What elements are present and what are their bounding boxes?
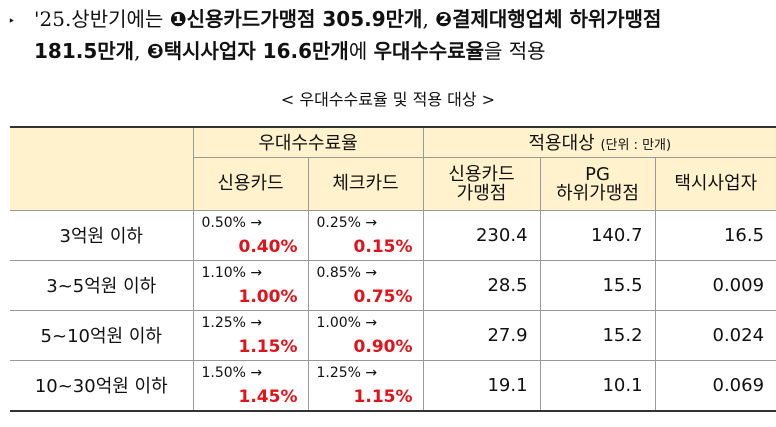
rate-box: 1.00% → 0.90% <box>309 311 423 360</box>
rate-cell: 1.50% → 1.45% <box>192 359 309 412</box>
count-cell: 16.5 <box>654 209 776 261</box>
text-segment: ❸택시사업자 16.6만개 <box>146 38 349 63</box>
rate-box: 1.25% → 1.15% <box>194 311 308 360</box>
row-label: 10~30억원 이하 <box>10 359 194 412</box>
count-cell: 0.024 <box>654 309 776 361</box>
column-header-line: 택시사업자 <box>674 173 758 194</box>
text-segment: , <box>422 7 436 31</box>
column-header: 택시사업자 <box>654 156 776 211</box>
row-label: 5~10억원 이하 <box>10 309 194 361</box>
paragraph-line: ‣ '25.상반기에는 ❶신용카드가맹점 305.9만개, ❷결제대행업체 하위가… <box>8 4 774 36</box>
rate-to: 1.00% <box>238 286 298 307</box>
rate-to: 0.15% <box>353 236 413 257</box>
text-segment: '25.상반기에는 <box>34 7 170 31</box>
text-segment: 에 <box>348 38 374 63</box>
rate-cell: 0.85% → 0.75% <box>307 259 424 311</box>
rate-to: 1.15% <box>353 386 413 407</box>
rate-box: 0.25% → 0.15% <box>309 211 423 260</box>
count-cell: 230.4 <box>422 209 541 261</box>
rate-to: 0.75% <box>353 286 413 307</box>
column-header: 신용카드 <box>193 156 309 211</box>
rate-from: 1.10% → <box>201 264 263 281</box>
table-row: 3억원 이하 0.50% → 0.40% 0.25% → 0.15% 230.4 140.7… <box>10 209 776 261</box>
count-cell: 0.069 <box>654 359 776 412</box>
count-cell: 27.9 <box>422 309 541 361</box>
rate-box: 1.50% → 1.45% <box>194 361 308 410</box>
rate-from: 0.25% → <box>316 214 378 231</box>
corner-cell <box>10 126 194 211</box>
column-header-line: 가맹점 <box>456 182 507 204</box>
text-segment: 우대수수료율 <box>373 38 484 63</box>
group-title: 적용대상 <box>528 133 595 155</box>
count-cell: 15.5 <box>539 259 656 311</box>
count-cell: 10.1 <box>539 359 656 412</box>
count-cell: 19.1 <box>422 359 541 412</box>
text-segment: ❷결제대행업체 하위가맹점 <box>435 7 662 31</box>
rate-from: 1.25% → <box>201 314 263 331</box>
table-row: 5~10억원 이하 1.25% → 1.15% 1.00% → 0.90% 27.9 15.… <box>10 309 776 361</box>
rate-cell: 1.25% → 1.15% <box>307 359 424 412</box>
rate-to: 0.90% <box>353 336 413 357</box>
unit: (단위 : 만개) <box>600 138 672 154</box>
rate-from: 0.85% → <box>316 264 378 281</box>
rate-from: 1.50% → <box>201 364 263 381</box>
row-label: 3~5억원 이하 <box>10 259 194 311</box>
paragraph-line: 181.5만개, ❸택시사업자 16.6만개에 우대수수료율을 적용 <box>8 36 774 66</box>
rate-cell: 0.50% → 0.40% <box>192 209 309 261</box>
column-header: 신용카드 가맹점 <box>422 156 541 211</box>
column-header-line: PG <box>585 163 610 185</box>
column-header-line: 신용카드 <box>217 173 284 194</box>
paragraph: ‣ '25.상반기에는 ❶신용카드가맹점 305.9만개, ❷결제대행업체 하위가… <box>8 4 774 66</box>
rate-from: 1.00% → <box>316 314 378 331</box>
column-header: 체크카드 <box>307 156 424 211</box>
rate-to: 1.45% <box>238 386 298 407</box>
bullet: ‣ <box>8 13 16 28</box>
text-segment: 181.5만개 <box>34 38 135 63</box>
row-label: 3억원 이하 <box>10 209 194 261</box>
rate-from: 0.50% → <box>201 214 263 231</box>
rate-cell: 1.00% → 0.90% <box>307 309 424 361</box>
rate-from: 1.25% → <box>316 364 378 381</box>
count-cell: 0.009 <box>654 259 776 311</box>
table: 우대수수료율 적용대상 (단위 : 만개) 신용카드 체크카드 신용카드 가맹점 PG 하… <box>10 126 776 412</box>
column-header-line: 신용카드 <box>448 163 515 185</box>
rate-box: 0.50% → 0.40% <box>194 211 308 260</box>
text-segment: , <box>134 38 147 63</box>
rate-to: 1.15% <box>238 336 298 357</box>
caption: < 우대수수료율 및 적용 대상 > <box>280 90 496 109</box>
column-header-line: 하위가맹점 <box>556 182 639 204</box>
rate-box: 0.85% → 0.75% <box>309 261 423 310</box>
rate-cell: 1.25% → 1.15% <box>192 309 309 361</box>
rate-cell: 0.25% → 0.15% <box>307 209 424 261</box>
count-cell: 15.2 <box>539 309 656 361</box>
rate-box: 1.25% → 1.15% <box>309 361 423 410</box>
group-header: 적용대상 (단위 : 만개) <box>422 126 776 158</box>
rate-to: 0.40% <box>238 236 298 257</box>
count-cell: 140.7 <box>539 209 656 261</box>
rate-box: 1.10% → 1.00% <box>194 261 308 310</box>
count-cell: 28.5 <box>422 259 541 311</box>
group-header: 우대수수료율 <box>192 126 424 158</box>
column-header: PG 하위가맹점 <box>539 156 656 211</box>
table-row: 10~30억원 이하 1.50% → 1.45% 1.25% → 1.15% 19.1 10… <box>10 359 776 412</box>
column-header-line: 체크카드 <box>332 173 399 194</box>
text-segment: 을 적용 <box>484 38 546 63</box>
rate-cell: 1.10% → 1.00% <box>192 259 309 311</box>
table-row: 3~5억원 이하 1.10% → 1.00% 0.85% → 0.75% 28.5 15.5… <box>10 259 776 311</box>
text-segment: ❶신용카드가맹점 305.9만개 <box>169 7 423 31</box>
